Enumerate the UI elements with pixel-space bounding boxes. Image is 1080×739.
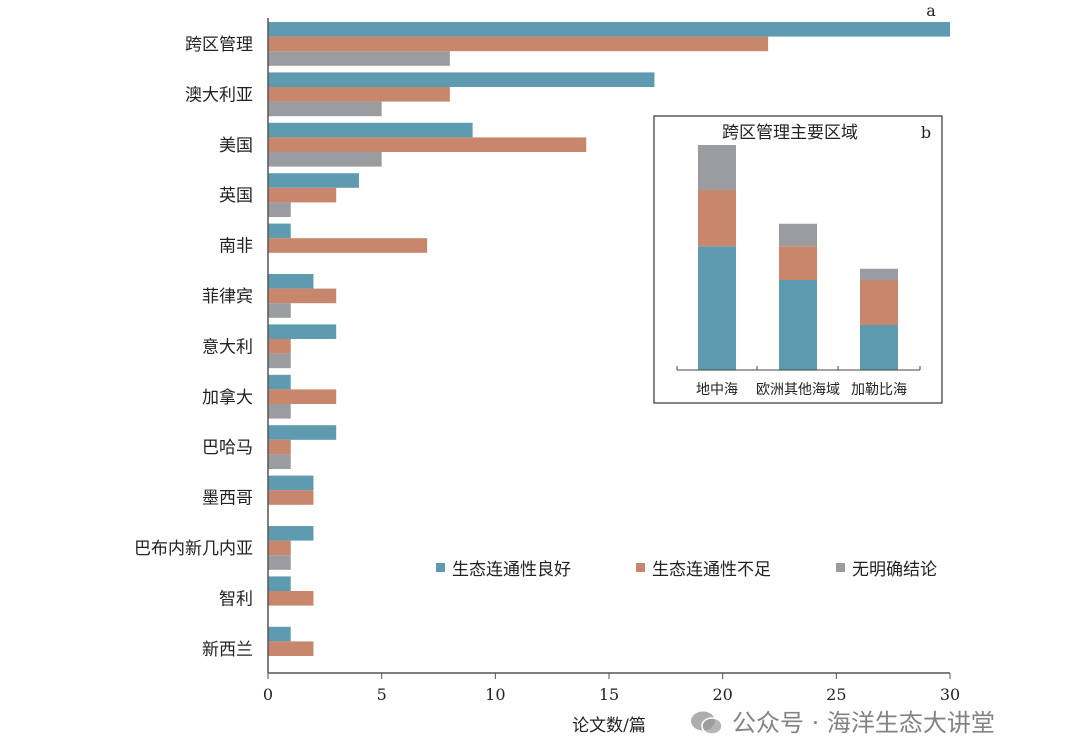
inset-bar-segment-3 xyxy=(698,145,736,190)
bar-2 xyxy=(268,389,337,404)
bar-3 xyxy=(268,404,291,419)
x-tick-label: 15 xyxy=(599,685,619,704)
inset-bar-segment-1 xyxy=(698,246,736,370)
y-tick-label: 澳大利亚 xyxy=(185,85,253,105)
y-tick-label: 英国 xyxy=(219,186,253,206)
bar-2 xyxy=(268,641,314,656)
bar-2 xyxy=(268,137,587,152)
x-tick-label: 10 xyxy=(485,685,505,704)
legend-label: 无明确结论 xyxy=(852,560,937,580)
bar-1 xyxy=(268,72,655,87)
legend-swatch xyxy=(836,563,845,572)
bar-1 xyxy=(268,173,359,188)
bar-2 xyxy=(268,187,337,203)
bar-2 xyxy=(268,591,314,606)
y-tick-label: 新西兰 xyxy=(202,640,253,660)
bar-3 xyxy=(268,202,291,217)
bar-3 xyxy=(268,454,291,469)
watermark-text: 公众号 · 海洋生态大讲堂 xyxy=(732,709,995,737)
panel-label-a: a xyxy=(926,1,936,20)
y-tick-label: 加拿大 xyxy=(202,387,253,408)
bar-2 xyxy=(268,439,291,455)
bar-1 xyxy=(268,274,314,289)
bar-1 xyxy=(268,324,337,339)
inset-bar-segment-1 xyxy=(779,280,817,370)
y-tick-label: 巴布内新几内亚 xyxy=(134,539,253,559)
wechat-icon xyxy=(690,710,724,736)
bar-3 xyxy=(268,555,291,570)
bar-1 xyxy=(268,223,291,239)
inset-bar-segment-2 xyxy=(698,190,736,247)
inset-x-label: 欧洲其他海域 xyxy=(756,382,840,398)
y-tick-label: 墨西哥 xyxy=(202,489,253,509)
legend-swatch xyxy=(636,563,645,572)
watermark: 公众号 · 海洋生态大讲堂 xyxy=(690,709,995,737)
inset-bar-segment-2 xyxy=(860,280,898,325)
y-tick-label: 跨区管理 xyxy=(185,35,253,55)
legend-label: 生态连通性不足 xyxy=(652,560,771,580)
bar-2 xyxy=(268,288,337,304)
bar-1 xyxy=(268,526,314,541)
bar-1 xyxy=(268,122,473,138)
bar-1 xyxy=(268,425,337,440)
bar-1 xyxy=(268,626,291,642)
y-tick-label: 南非 xyxy=(219,237,253,257)
legend-swatch xyxy=(436,563,445,572)
bar-3 xyxy=(268,101,382,117)
bar-2 xyxy=(268,238,428,253)
bar-1 xyxy=(268,475,314,491)
bar-2 xyxy=(268,490,314,505)
bar-2 xyxy=(268,87,450,102)
panel-label-b: b xyxy=(921,123,931,142)
bar-2 xyxy=(268,540,291,556)
x-tick-label: 30 xyxy=(940,685,960,704)
x-tick-label: 25 xyxy=(826,685,846,704)
inset-bar-segment-1 xyxy=(860,325,898,370)
bar-3 xyxy=(268,353,291,369)
legend-label: 生态连通性良好 xyxy=(452,560,571,580)
bar-3 xyxy=(268,303,291,318)
inset-bar-segment-2 xyxy=(779,246,817,280)
y-tick-label: 智利 xyxy=(219,589,253,609)
bar-2 xyxy=(268,36,769,52)
x-tick-label: 0 xyxy=(263,685,273,704)
bar-3 xyxy=(268,51,450,66)
bar-3 xyxy=(268,152,382,167)
y-tick-label: 意大利 xyxy=(202,337,253,357)
y-tick-label: 菲律宾 xyxy=(202,287,253,307)
inset-x-label: 地中海 xyxy=(696,382,738,398)
inset-x-label: 加勒比海 xyxy=(851,382,907,398)
bar-1 xyxy=(268,22,950,37)
bar-1 xyxy=(268,374,291,390)
inset-bar-segment-3 xyxy=(860,268,898,280)
x-tick-label: 20 xyxy=(712,685,732,704)
bar-1 xyxy=(268,576,291,591)
bar-2 xyxy=(268,339,291,354)
y-tick-label: 巴哈马 xyxy=(202,438,253,458)
x-axis-label: 论文数/篇 xyxy=(572,716,646,736)
inset-title: 跨区管理主要区域 xyxy=(722,123,858,143)
inset-bar-segment-3 xyxy=(779,223,817,247)
x-tick-label: 5 xyxy=(377,685,387,704)
y-tick-label: 美国 xyxy=(219,136,253,156)
